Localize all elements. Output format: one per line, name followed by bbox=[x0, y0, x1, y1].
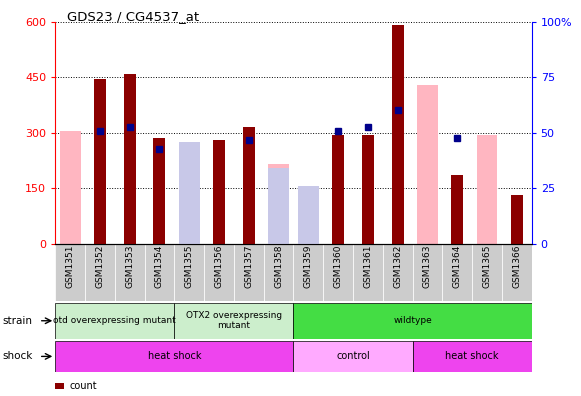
Bar bbox=[293, 341, 413, 372]
Text: otd overexpressing mutant: otd overexpressing mutant bbox=[53, 316, 176, 325]
Text: wildtype: wildtype bbox=[393, 316, 432, 325]
Bar bbox=[298, 186, 319, 244]
Bar bbox=[451, 175, 463, 244]
Bar bbox=[392, 25, 404, 244]
Bar bbox=[362, 135, 374, 244]
Bar bbox=[332, 135, 344, 244]
Bar bbox=[293, 244, 323, 301]
Bar bbox=[323, 244, 353, 301]
Bar bbox=[115, 244, 145, 301]
Text: OTX2 overexpressing
mutant: OTX2 overexpressing mutant bbox=[186, 311, 282, 330]
Bar bbox=[124, 74, 135, 244]
Bar bbox=[268, 168, 289, 244]
Text: heat shock: heat shock bbox=[148, 351, 201, 362]
Bar bbox=[94, 79, 106, 244]
Bar bbox=[55, 303, 174, 339]
Bar bbox=[179, 142, 200, 244]
Bar bbox=[213, 140, 225, 244]
Text: shock: shock bbox=[3, 351, 33, 362]
Bar bbox=[442, 244, 472, 301]
Bar bbox=[204, 244, 234, 301]
Bar bbox=[55, 244, 85, 301]
Text: heat shock: heat shock bbox=[445, 351, 499, 362]
Bar bbox=[174, 244, 204, 301]
Bar bbox=[413, 341, 532, 372]
Bar bbox=[472, 244, 502, 301]
Bar bbox=[293, 303, 532, 339]
Bar bbox=[60, 131, 81, 244]
Bar bbox=[153, 138, 166, 244]
Bar bbox=[234, 244, 264, 301]
Bar bbox=[85, 244, 115, 301]
Bar bbox=[511, 196, 523, 244]
Bar bbox=[502, 244, 532, 301]
Text: strain: strain bbox=[3, 316, 33, 326]
Bar bbox=[298, 196, 319, 244]
Bar bbox=[476, 135, 497, 244]
Bar bbox=[413, 244, 442, 301]
Text: control: control bbox=[336, 351, 370, 362]
Bar bbox=[179, 166, 200, 244]
Bar bbox=[268, 164, 289, 244]
Bar bbox=[145, 244, 174, 301]
Bar bbox=[174, 303, 293, 339]
Bar bbox=[417, 85, 438, 244]
Text: GDS23 / CG4537_at: GDS23 / CG4537_at bbox=[67, 10, 199, 23]
Text: count: count bbox=[70, 381, 98, 391]
Bar bbox=[353, 244, 383, 301]
Bar bbox=[383, 244, 413, 301]
Bar bbox=[243, 127, 254, 244]
Bar bbox=[55, 341, 293, 372]
Bar bbox=[264, 244, 293, 301]
